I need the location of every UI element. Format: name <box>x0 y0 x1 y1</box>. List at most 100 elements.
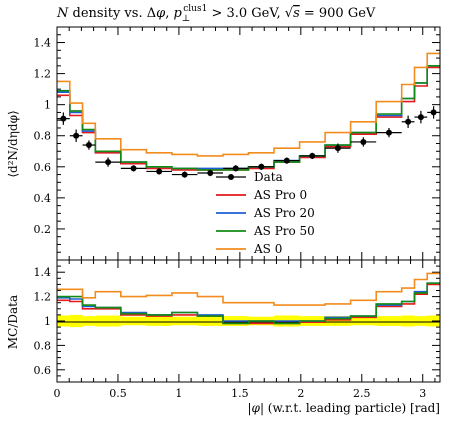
data-point <box>222 165 249 172</box>
data-point-marker <box>385 129 392 136</box>
data-point <box>299 152 326 160</box>
band-segment <box>95 315 121 327</box>
data-points-group <box>57 106 440 178</box>
main-y-tick-label: 1 <box>44 99 51 112</box>
ratio-x-ticks: 0 0.5 1 1.5 2 2.5 3 <box>54 260 436 400</box>
ratio-y-tick-label: 1.2 <box>34 291 52 304</box>
data-point <box>376 127 402 138</box>
ratio-y-tick-label: 1 <box>44 315 51 328</box>
main-series-group <box>57 52 440 171</box>
data-point <box>274 157 300 164</box>
band-segment <box>69 314 83 328</box>
x-tick-label: 2 <box>297 387 304 400</box>
data-point-marker <box>207 170 214 177</box>
legend-label: AS Pro 20 <box>253 206 315 220</box>
ratio-line-as-0 <box>57 272 440 306</box>
band-segment <box>401 315 415 327</box>
band-segment <box>82 316 96 326</box>
data-point-marker <box>156 168 163 175</box>
data-point-marker <box>232 165 239 172</box>
ratio-line-as-pro-50 <box>57 282 440 325</box>
data-point <box>197 169 223 177</box>
data-point-marker <box>334 145 341 152</box>
x-tick-label: 2.5 <box>353 387 371 400</box>
legend-label: AS Pro 50 <box>253 224 315 238</box>
band-segment <box>325 316 351 326</box>
ratio-y-tick-label: 0.8 <box>34 339 52 352</box>
data-point-marker <box>105 159 112 166</box>
data-point <box>401 115 415 128</box>
ratio-y-axis-title: MC/Data <box>6 295 20 349</box>
band-segment <box>376 316 402 326</box>
data-point <box>69 129 83 142</box>
data-point <box>95 157 121 167</box>
main-y-tick-label: 0.4 <box>34 192 52 205</box>
data-point <box>427 106 440 119</box>
data-point <box>350 137 377 147</box>
legend-item-as-0: AS 0 <box>216 242 282 256</box>
data-uncertainty-band <box>57 314 440 328</box>
ratio-plot-frame <box>56 259 441 383</box>
data-point-marker <box>130 165 137 172</box>
legend-data-swatch-marker <box>228 174 234 180</box>
title-prefix: density vs. Δ <box>68 6 156 21</box>
main-y-tick-label: 1.4 <box>34 37 52 50</box>
title-n: N <box>56 6 69 21</box>
legend-label: AS Pro 0 <box>253 188 307 202</box>
ratio-series-group <box>57 272 440 325</box>
band-segment <box>171 316 198 326</box>
x-tick-label: 0.5 <box>109 387 127 400</box>
data-point-marker <box>60 115 67 122</box>
data-point <box>146 168 172 175</box>
data-point-marker <box>405 118 412 125</box>
data-point-marker <box>181 171 188 178</box>
band-segment <box>120 316 147 326</box>
x-tick-label: 1.5 <box>231 387 249 400</box>
ratio-y-tick-label: 1.4 <box>34 266 52 279</box>
main-y-tick-label: 0.2 <box>34 223 52 236</box>
main-plot-frame <box>56 26 441 261</box>
main-y-tick-label: 1.2 <box>34 68 52 81</box>
legend-label: AS 0 <box>253 242 282 256</box>
data-point-marker <box>360 138 367 145</box>
data-point-marker <box>85 142 92 149</box>
main-y-tick-label: 0.8 <box>34 130 52 143</box>
band-segment <box>414 316 428 326</box>
legend-item-data: Data <box>216 170 283 184</box>
band-segment <box>197 316 223 326</box>
data-point <box>248 163 275 170</box>
data-point-marker <box>417 114 424 121</box>
data-point <box>325 143 351 153</box>
chart-title: N density vs. Δφ, p⊥clus1 > 3.0 GeV, √s … <box>56 4 376 24</box>
legend-item-as-pro-0: AS Pro 0 <box>216 188 307 202</box>
legend-item-as-pro-20: AS Pro 20 <box>216 206 315 220</box>
band-segment <box>146 316 172 326</box>
ratio-plot-panel: 0.6 0.8 1 1.2 1.4 0 0.5 1 1.5 2 2.5 3 MC/Data |φ| … <box>6 259 441 415</box>
data-point-marker <box>258 163 265 170</box>
data-point <box>57 112 70 125</box>
data-point <box>171 171 198 178</box>
ratio-y-tick-label: 0.6 <box>34 364 52 377</box>
main-x-ticks <box>56 27 436 260</box>
main-plot-panel: 0.2 0.4 0.6 0.8 1 1.2 1.4 ⟨d²N/dηdφ⟩ <box>6 26 441 261</box>
data-point-marker <box>430 109 437 116</box>
x-tick-label: 3 <box>419 387 426 400</box>
ratio-y-ticks: 0.6 0.8 1 1.2 1.4 <box>34 265 440 377</box>
main-y-axis-title: ⟨d²N/dηdφ⟩ <box>6 110 20 177</box>
main-y-ticks: 0.2 0.4 0.6 0.8 1 1.2 1.4 <box>34 34 440 253</box>
data-point <box>82 140 96 150</box>
legend-data-label: Data <box>254 170 283 184</box>
main-y-tick-label: 0.6 <box>34 161 52 174</box>
series-line-as-0 <box>57 52 440 157</box>
x-tick-label: 0 <box>54 387 61 400</box>
data-point <box>414 110 428 124</box>
x-tick-label: 1 <box>175 387 182 400</box>
legend-item-as-pro-50: AS Pro 50 <box>216 224 315 238</box>
data-point-marker <box>309 152 316 159</box>
data-point <box>120 165 147 172</box>
data-point-marker <box>283 157 290 164</box>
data-point-marker <box>73 132 80 139</box>
band-segment <box>350 316 377 326</box>
legend: Data AS Pro 0 AS Pro 20 AS Pro 50 AS 0 <box>216 170 315 256</box>
